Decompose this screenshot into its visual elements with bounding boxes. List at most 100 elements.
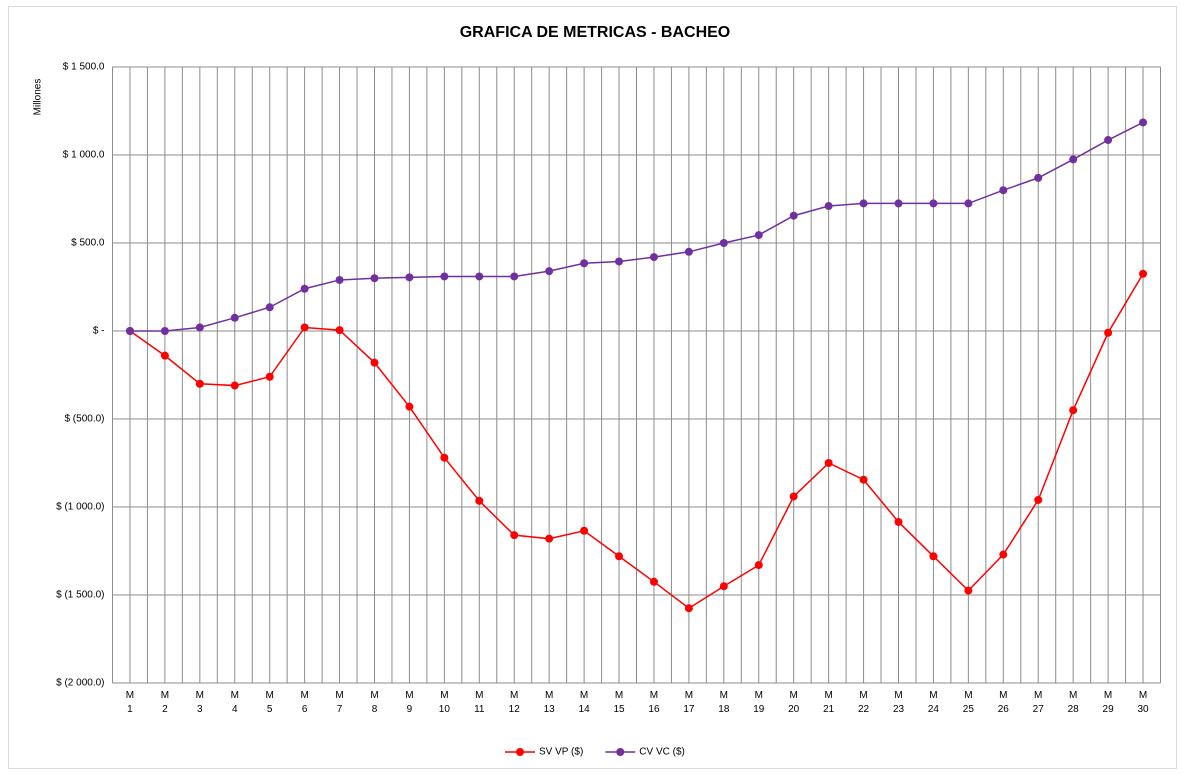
y-tick-label: $ - [93,326,105,337]
data-point [160,327,169,335]
data-point [649,577,658,586]
data-point [125,327,134,335]
legend-label: SV VP ($) [539,747,583,758]
y-tick-label: $ (1 000.0) [56,502,104,513]
x-tick-label: M 10 [439,690,451,715]
data-point [545,534,554,543]
data-point [510,531,519,540]
data-point [1104,136,1113,145]
x-tick-label: M 28 [1068,690,1080,715]
data-point [370,274,379,283]
x-tick-label: M 15 [613,690,625,715]
data-point [684,604,693,613]
data-point [580,259,589,268]
data-point [475,496,484,505]
data-point [440,272,449,281]
legend-label: CV VC ($) [639,747,685,758]
x-tick-label: M 14 [579,690,591,715]
data-point [1139,269,1148,278]
x-tick-label: M 22 [858,690,870,715]
data-point [160,351,169,360]
x-tick-label: M 24 [928,690,940,715]
data-point [789,211,798,220]
data-point [195,379,204,388]
x-tick-label: M 27 [1033,690,1045,715]
data-point [789,492,798,501]
x-tick-label: M 12 [509,690,521,715]
data-point [859,199,868,208]
data-point [824,459,833,467]
data-point [475,272,484,281]
data-point [265,303,274,312]
legend-marker [516,748,524,756]
data-point [894,517,903,526]
data-point [999,550,1008,559]
data-point [1139,118,1148,127]
y-tick-label: $ (2 000.0) [56,678,104,689]
data-point [859,475,868,484]
data-point [719,239,728,247]
data-point [684,247,693,256]
data-point [405,402,414,411]
x-tick-label: M 16 [648,690,660,715]
data-point [1069,155,1078,164]
data-point [335,326,344,335]
legend-marker [616,748,625,756]
data-point [754,561,763,570]
data-point [1034,495,1043,504]
data-point [580,526,589,535]
data-point [545,267,554,276]
y-tick-label: $ (500.0) [64,414,104,425]
data-point [649,253,658,262]
data-point [230,381,239,390]
chart-border [8,6,1177,769]
x-tick-label: M 18 [718,690,730,715]
y-tick-label: $ 1 500.0 [63,62,105,73]
data-point [265,372,274,381]
data-point [719,582,728,591]
data-point [929,552,938,561]
series-line [129,273,1144,610]
data-point [964,199,973,208]
series-line [129,121,1144,332]
x-tick-label: M 29 [1103,690,1115,715]
x-tick-label: M 30 [1137,690,1149,715]
data-point [929,199,938,208]
data-point [510,272,519,281]
data-point [754,231,763,240]
x-tick-label: M 11 [474,690,485,715]
data-point [615,257,624,266]
x-tick-label: M 17 [683,690,695,715]
data-point [615,552,624,561]
x-tick-label: M 21 [823,690,835,715]
data-point [440,453,449,462]
x-tick-label: M 25 [963,690,975,715]
data-point [195,323,204,332]
x-tick-label: M 13 [544,690,556,715]
data-point [335,275,344,284]
data-point [300,284,309,293]
data-point [1069,406,1078,415]
x-tick-label: M 26 [998,690,1010,715]
data-point [824,202,833,211]
chart-title: GRAFICA DE METRICAS - BACHEO [460,24,731,41]
data-point [964,586,973,595]
y-tick-label: $ 1 000.0 [63,150,105,161]
data-point [1104,328,1113,337]
data-point [300,323,309,332]
data-point [894,199,903,208]
data-point [230,313,239,322]
y-tick-label: $ (1 500.0) [56,590,104,601]
x-tick-label: M 23 [893,690,905,715]
data-point [999,186,1008,195]
